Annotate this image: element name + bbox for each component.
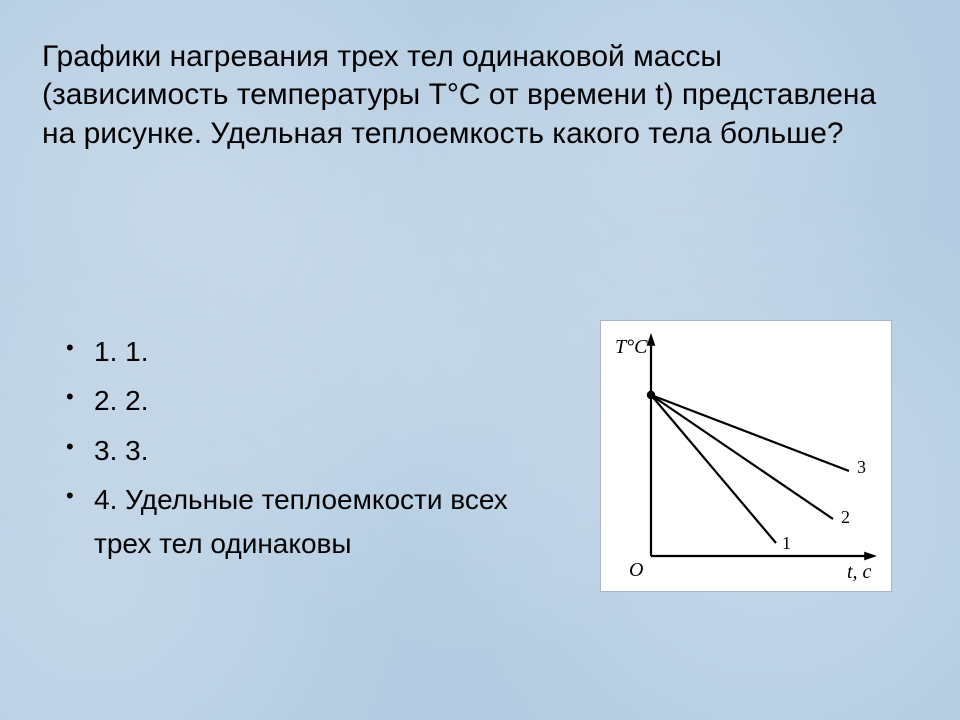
chart-svg: T°C t, c O 1 2 3: [601, 321, 891, 591]
option-4: 4. Удельные теплоемкости всех трех тел о…: [60, 478, 560, 565]
options-list: 1. 1. 2. 2. 3. 3. 4. Удельные теплоемкос…: [60, 330, 560, 571]
option-1-text: 1.: [117, 336, 148, 367]
slide: Графики нагревания трех тел одинаковой м…: [0, 0, 960, 720]
option-2-label: 2.: [94, 385, 117, 416]
svg-text:3: 3: [857, 457, 866, 477]
chart-container: T°C t, c O 1 2 3: [600, 320, 892, 592]
svg-text:1: 1: [782, 533, 791, 553]
option-2-text: 2.: [117, 385, 148, 416]
svg-text:t, c: t, c: [847, 561, 872, 583]
option-3-label: 3.: [94, 435, 117, 466]
option-3: 3. 3.: [60, 429, 560, 472]
option-1-label: 1.: [94, 336, 117, 367]
option-4-text: Удельные теплоемкости всех трех тел один…: [94, 484, 508, 558]
svg-text:T°C: T°C: [615, 336, 648, 358]
svg-text:O: O: [629, 559, 643, 581]
question-text: Графики нагревания трех тел одинаковой м…: [42, 38, 912, 153]
option-2: 2. 2.: [60, 379, 560, 422]
option-1: 1. 1.: [60, 330, 560, 373]
option-3-text: 3.: [117, 435, 148, 466]
svg-text:2: 2: [841, 507, 850, 527]
option-4-label: 4.: [94, 484, 117, 515]
